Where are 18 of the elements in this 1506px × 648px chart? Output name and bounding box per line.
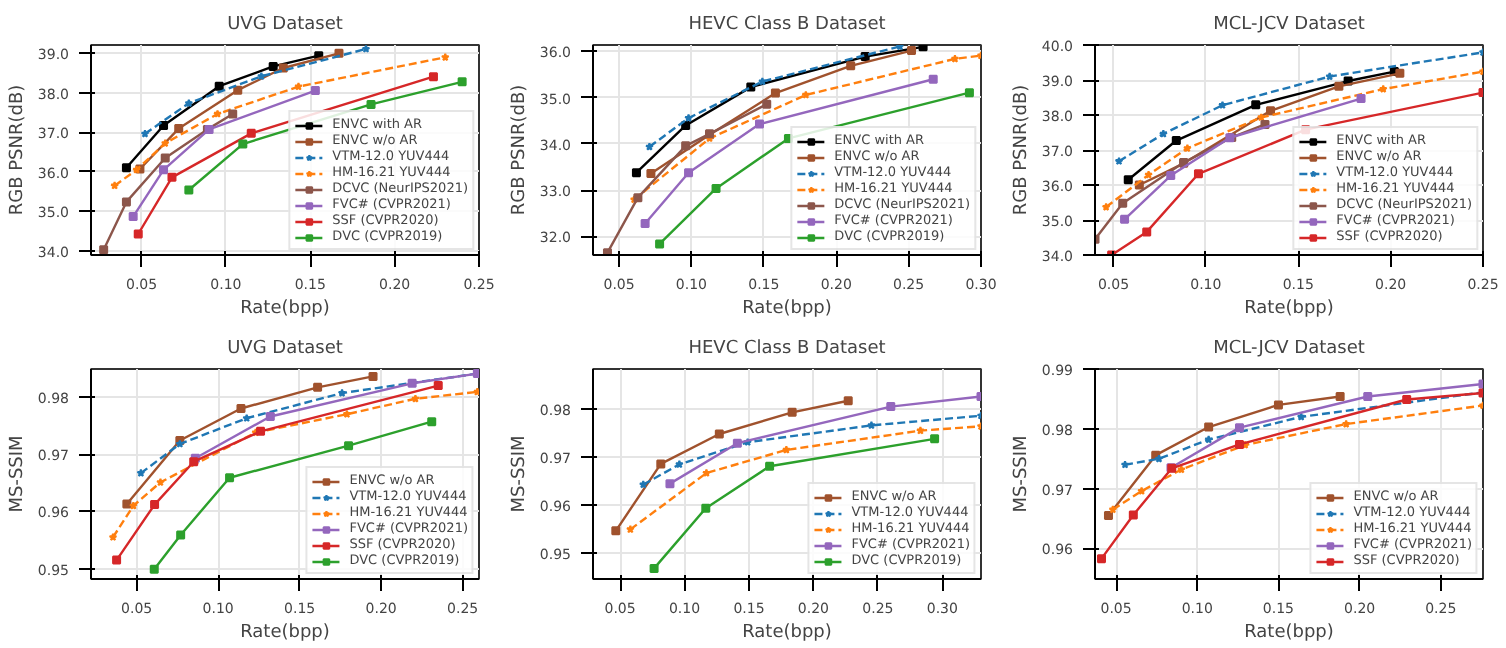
- y-axis-title: RGB PSNR(dB): [509, 84, 530, 216]
- y-axis-title: RGB PSNR(dB): [7, 84, 28, 216]
- chart-title: HEVC Class B Dataset: [688, 15, 887, 35]
- x-axis-title: Rate(bpp): [742, 623, 832, 643]
- y-axis-title: MS-SSIM: [7, 435, 28, 513]
- chart-title: MCL-JCV Dataset: [1213, 15, 1366, 35]
- x-axis-title: Rate(bpp): [240, 623, 330, 643]
- chart-title: UVG Dataset: [227, 339, 344, 359]
- x-axis-title: Rate(bpp): [1244, 299, 1334, 319]
- chart-title: HEVC Class B Dataset: [688, 339, 887, 359]
- y-axis-title: MS-SSIM: [509, 435, 530, 513]
- x-axis-title: Rate(bpp): [742, 299, 832, 319]
- x-axis-title: Rate(bpp): [1244, 623, 1334, 643]
- chart-title: MCL-JCV Dataset: [1213, 339, 1366, 359]
- y-axis-title: RGB PSNR(dB): [1011, 84, 1032, 216]
- y-axis-title: MS-SSIM: [1011, 435, 1032, 513]
- x-axis-title: Rate(bpp): [240, 299, 330, 319]
- chart-title: UVG Dataset: [227, 15, 344, 35]
